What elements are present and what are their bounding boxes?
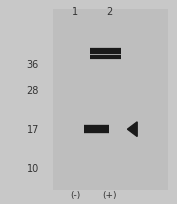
Text: 10: 10 — [27, 163, 39, 173]
Text: 1: 1 — [72, 7, 78, 17]
FancyBboxPatch shape — [53, 10, 168, 190]
Text: 28: 28 — [27, 86, 39, 96]
Text: 17: 17 — [27, 125, 39, 134]
Text: (+): (+) — [102, 190, 117, 199]
Text: 36: 36 — [27, 59, 39, 69]
Text: 2: 2 — [107, 7, 113, 17]
Polygon shape — [127, 122, 137, 137]
Text: (-): (-) — [70, 190, 80, 199]
